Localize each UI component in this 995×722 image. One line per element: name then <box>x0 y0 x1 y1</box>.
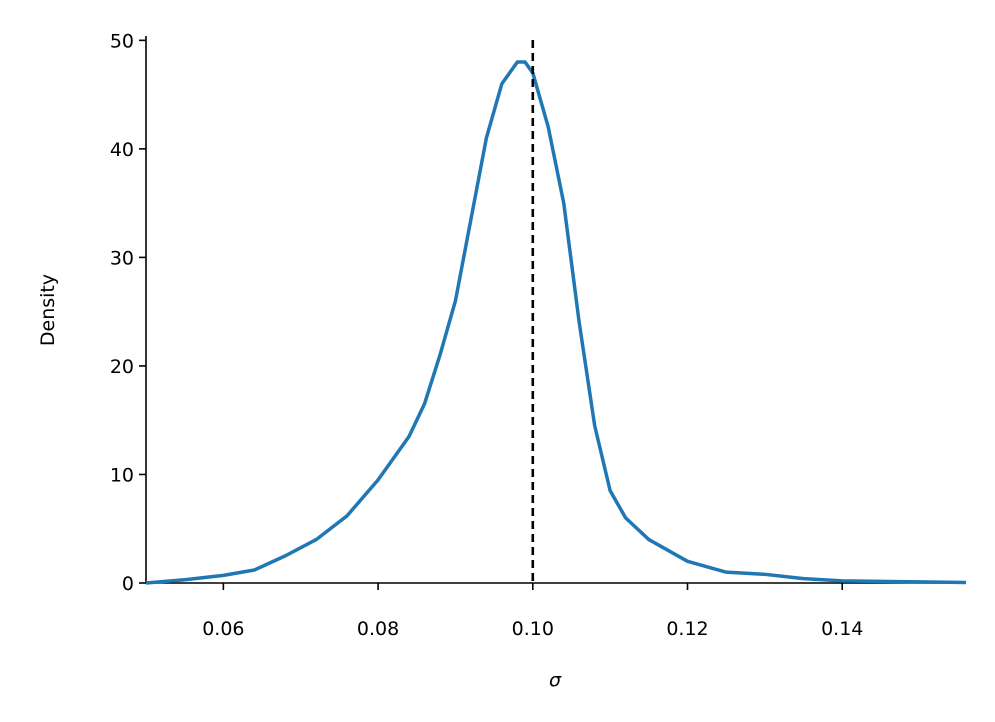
x-axis-label: σ <box>549 669 562 691</box>
x-tick-label: 0.14 <box>821 618 863 640</box>
y-axis-label: Density <box>37 274 59 346</box>
density-line <box>145 60 967 585</box>
x-tick-label: 0.10 <box>512 618 554 640</box>
y-tick-label: 30 <box>110 247 134 269</box>
y-tick-label: 40 <box>110 139 134 161</box>
x-tick-label: 0.06 <box>202 618 244 640</box>
y-tick-label: 10 <box>110 464 134 486</box>
y-tick-label: 20 <box>110 356 134 378</box>
y-tick-label: 50 <box>110 30 134 52</box>
x-tick-label: 0.08 <box>357 618 399 640</box>
x-tick-label: 0.12 <box>666 618 708 640</box>
y-tick-label: 0 <box>122 573 134 595</box>
